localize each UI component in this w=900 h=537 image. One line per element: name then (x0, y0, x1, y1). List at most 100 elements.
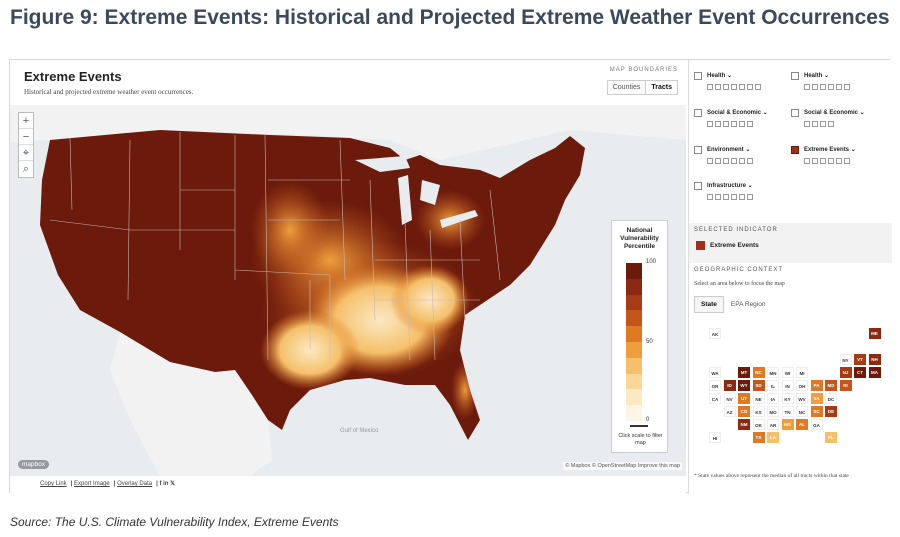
state-tile[interactable]: OK (752, 419, 765, 430)
state-tile[interactable]: FL (825, 432, 837, 443)
map-area[interactable]: Gulf of Mexico Extreme Events Historical… (10, 60, 686, 476)
state-tile[interactable]: MA (868, 367, 881, 378)
sub-indicator-box[interactable] (731, 194, 737, 200)
overlay-data-link[interactable]: Overlay Data (117, 481, 153, 487)
sub-indicator-box[interactable] (707, 158, 713, 164)
indicator-label[interactable]: Environment ⌄ (707, 147, 751, 153)
sub-indicator-box[interactable] (812, 121, 818, 127)
state-tile[interactable]: ID (723, 380, 736, 391)
sub-indicator-box[interactable] (812, 158, 818, 164)
state-tile[interactable]: DC (825, 393, 837, 404)
state-tile[interactable]: AZ (723, 406, 736, 417)
sub-indicator-box[interactable] (707, 84, 713, 90)
indicator-checkbox[interactable] (791, 72, 799, 80)
map-attribution[interactable]: © Mapbox © OpenStreetMap Improve this ma… (563, 462, 682, 470)
state-tile[interactable]: TX (752, 432, 765, 443)
legend-swatch[interactable] (626, 263, 642, 279)
state-tile[interactable]: NC (796, 406, 808, 417)
legend-swatch[interactable] (626, 341, 642, 358)
state-tile[interactable]: IN (781, 380, 794, 391)
sub-indicator-box[interactable] (715, 158, 721, 164)
state-tile[interactable]: MO (767, 406, 779, 417)
legend-swatch[interactable] (626, 326, 642, 342)
copy-link[interactable]: Copy Link (40, 481, 67, 487)
indicator-checkbox[interactable] (694, 146, 702, 154)
sub-indicator-box[interactable] (739, 158, 745, 164)
legend-swatch[interactable] (626, 310, 642, 327)
sub-indicator-box[interactable] (828, 121, 834, 127)
state-tile[interactable]: TN (781, 406, 794, 417)
indicator-checkbox[interactable] (791, 109, 799, 117)
state-tile[interactable]: CT (854, 367, 866, 378)
sub-indicator-box[interactable] (812, 84, 818, 90)
state-tile[interactable]: WV (796, 393, 808, 404)
state-tile[interactable]: AK (709, 328, 721, 339)
sub-indicator-box[interactable] (723, 158, 729, 164)
sub-indicator-box[interactable] (844, 84, 850, 90)
sub-indicator-box[interactable] (828, 158, 834, 164)
indicator-checkbox[interactable] (694, 72, 702, 80)
sub-indicator-box[interactable] (739, 194, 745, 200)
state-tile[interactable]: CO (738, 406, 750, 417)
legend-swatch[interactable] (626, 278, 642, 295)
search-icon[interactable]: ⌕ (22, 163, 30, 175)
sub-indicator-box[interactable] (723, 121, 729, 127)
linkedin-icon[interactable]: in (163, 481, 169, 487)
sub-indicator-box[interactable] (747, 194, 753, 200)
sub-indicator-box[interactable] (707, 121, 713, 127)
state-tile[interactable]: NC (752, 367, 765, 378)
state-tile[interactable]: MI (796, 367, 808, 378)
state-tile[interactable]: UT (738, 393, 750, 404)
indicator-checkbox[interactable] (694, 182, 702, 190)
state-tile[interactable]: NH (868, 354, 881, 365)
state-tile[interactable]: VT (854, 354, 866, 365)
sub-indicator-box[interactable] (731, 158, 737, 164)
state-tile[interactable]: WI (781, 367, 794, 378)
state-tile[interactable]: NY (839, 354, 852, 365)
state-tile[interactable]: LA (767, 432, 779, 443)
state-tile[interactable]: OR (709, 380, 721, 391)
boundary-option-tracts[interactable]: Tracts (645, 81, 677, 94)
indicator-label[interactable]: Social & Economic ⌄ (804, 110, 865, 116)
legend[interactable]: National Vulnerability Percentile 100 50… (611, 220, 668, 453)
sub-indicator-box[interactable] (747, 121, 753, 127)
indicator-label[interactable]: Health ⌄ (707, 73, 733, 79)
legend-swatch[interactable] (626, 294, 642, 311)
sub-indicator-box[interactable] (820, 84, 826, 90)
state-tile[interactable]: NV (723, 393, 736, 404)
sub-indicator-box[interactable] (844, 158, 850, 164)
legend-scale[interactable] (626, 263, 642, 421)
legend-swatch[interactable] (626, 373, 642, 390)
state-tile[interactable]: SC (810, 406, 823, 417)
legend-swatch[interactable] (626, 357, 642, 374)
state-tile[interactable]: MN (767, 367, 779, 378)
tab-epa-region[interactable]: EPA Region (730, 301, 766, 308)
state-tile[interactable]: AR (767, 419, 779, 430)
state-tile[interactable]: MD (825, 380, 837, 391)
sub-indicator-box[interactable] (739, 84, 745, 90)
state-tile[interactable]: NJ (839, 367, 852, 378)
state-tile[interactable]: RI (839, 380, 852, 391)
state-tile[interactable]: MS (781, 419, 794, 430)
compass-icon[interactable]: ⌖ (19, 145, 33, 161)
indicator-label[interactable]: Infrastructure ⌄ (707, 183, 753, 189)
sub-indicator-box[interactable] (715, 194, 721, 200)
sub-indicator-box[interactable] (723, 84, 729, 90)
export-image-link[interactable]: Export Image (74, 481, 110, 487)
indicator-checkbox[interactable] (694, 109, 702, 117)
state-tile[interactable]: VA (810, 393, 823, 404)
indicator-label[interactable]: Social & Economic ⌄ (707, 110, 768, 116)
state-tile[interactable]: PA (810, 380, 823, 391)
legend-swatch[interactable] (626, 405, 642, 421)
sub-indicator-box[interactable] (804, 84, 810, 90)
zoom-out-button[interactable]: − (19, 129, 33, 145)
state-tile[interactable]: CA (709, 393, 721, 404)
sub-indicator-box[interactable] (747, 158, 753, 164)
us-choropleth-map[interactable] (10, 60, 686, 476)
sub-indicator-box[interactable] (715, 121, 721, 127)
indicator-label[interactable]: Extreme Events ⌄ (804, 147, 856, 153)
tab-state[interactable]: State (694, 296, 724, 313)
sub-indicator-box[interactable] (731, 121, 737, 127)
state-tile[interactable]: SD (752, 380, 765, 391)
indicator-checkbox[interactable] (791, 146, 799, 154)
